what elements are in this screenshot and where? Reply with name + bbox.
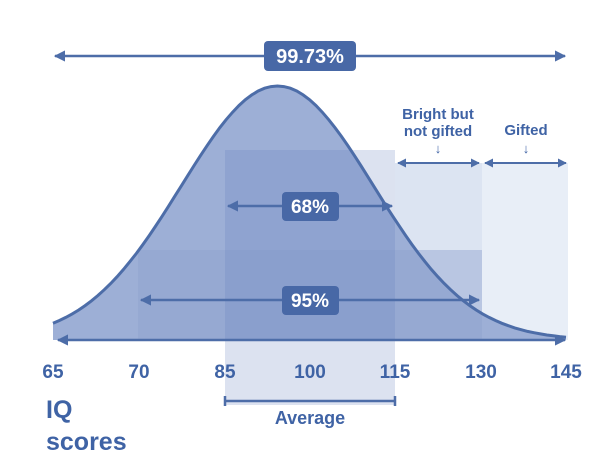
average-label: Average <box>275 408 345 428</box>
sd1-percent-label: 68% <box>291 197 329 218</box>
gifted-down-arrow-icon: ↓ <box>523 141 530 156</box>
axis-title-line2: scores <box>46 428 127 456</box>
tick-label-145: 145 <box>550 362 582 383</box>
total-percent-badge: 99.73% <box>264 41 356 71</box>
bright-label-line1: Bright but <box>402 106 474 123</box>
sd2-percent-badge: 95% <box>282 286 339 315</box>
bell-curve-line <box>52 84 567 339</box>
gifted-region-band <box>482 163 568 340</box>
sd2-percent-label: 95% <box>291 291 329 312</box>
tick-label-115: 115 <box>380 362 411 383</box>
bright-label-line2: not gifted <box>404 123 472 140</box>
total-percent-label: 99.73% <box>276 46 344 68</box>
tick-label-65: 65 <box>42 362 64 383</box>
bright-down-arrow-icon: ↓ <box>435 141 442 156</box>
tick-label-100: 100 <box>294 362 326 383</box>
axis-tick-labels: 65 70 85 100 115 130 145 <box>42 362 582 383</box>
tick-label-85: 85 <box>214 362 236 383</box>
gifted-label: Gifted <box>504 122 547 139</box>
average-bracket <box>223 396 397 406</box>
tick-label-130: 130 <box>465 362 497 383</box>
axis-title-line1: IQ <box>46 396 72 424</box>
tick-label-70: 70 <box>128 362 149 383</box>
sd1-percent-badge: 68% <box>282 192 339 221</box>
